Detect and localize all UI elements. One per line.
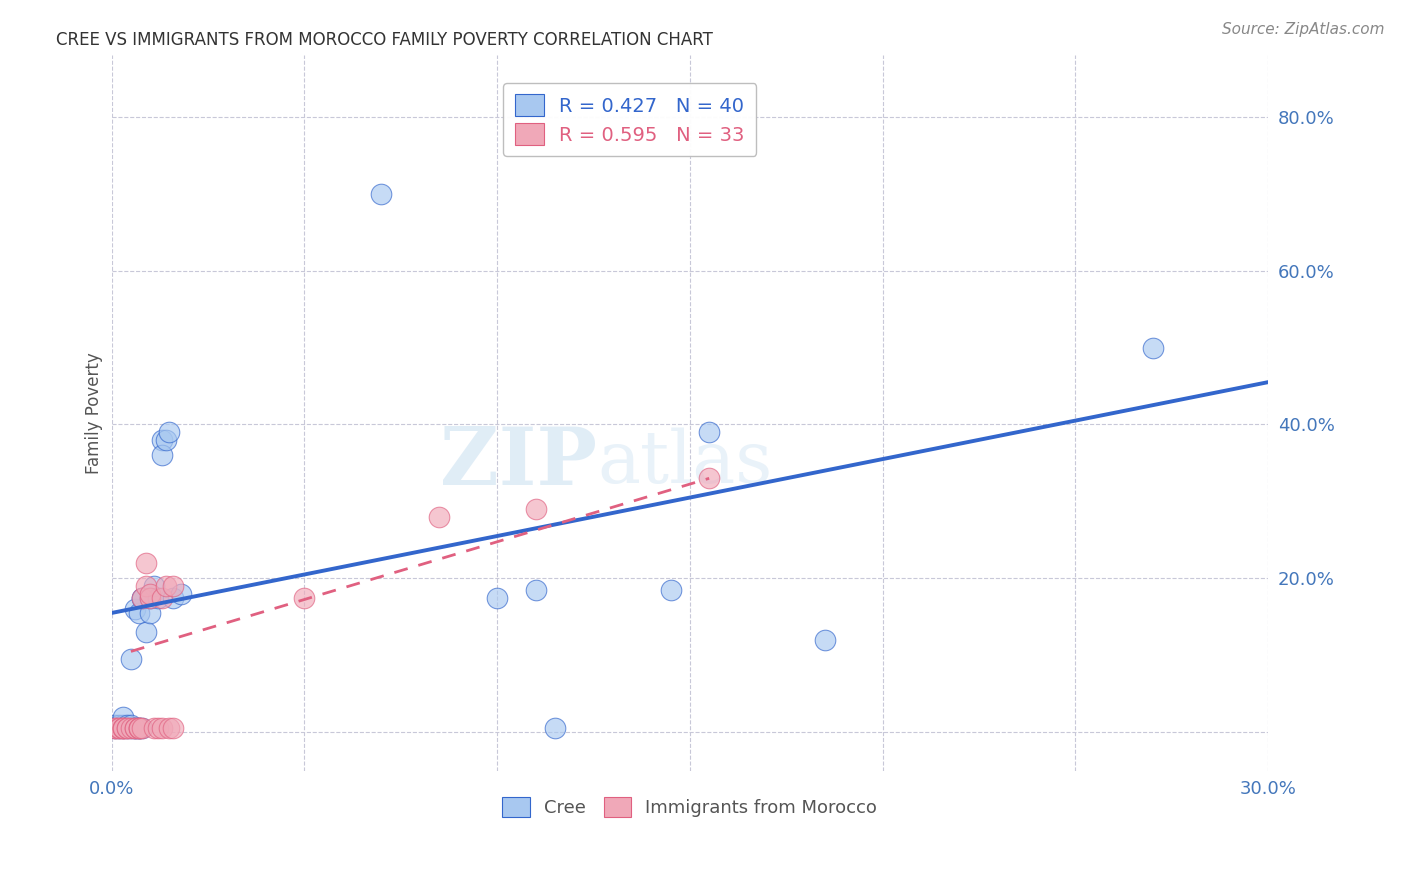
- Text: CREE VS IMMIGRANTS FROM MOROCCO FAMILY POVERTY CORRELATION CHART: CREE VS IMMIGRANTS FROM MOROCCO FAMILY P…: [56, 31, 713, 49]
- Point: [427, 509, 450, 524]
- Y-axis label: Family Poverty: Family Poverty: [86, 352, 103, 474]
- Point: [370, 186, 392, 201]
- Point: [128, 722, 150, 736]
- Point: [659, 582, 682, 597]
- Point: [162, 591, 184, 605]
- Point: [120, 652, 142, 666]
- Point: [112, 717, 135, 731]
- Point: [486, 591, 509, 605]
- Point: [124, 722, 146, 736]
- Point: [139, 591, 162, 605]
- Point: [159, 425, 181, 439]
- Point: [108, 722, 131, 736]
- Point: [104, 722, 127, 736]
- Text: ZIP: ZIP: [440, 424, 598, 502]
- Point: [162, 579, 184, 593]
- Point: [131, 591, 153, 605]
- Point: [155, 579, 177, 593]
- Point: [131, 591, 153, 605]
- Point: [292, 591, 315, 605]
- Point: [170, 587, 193, 601]
- Point: [112, 722, 135, 736]
- Point: [115, 717, 138, 731]
- Point: [524, 582, 547, 597]
- Point: [115, 722, 138, 736]
- Point: [146, 722, 169, 736]
- Point: [150, 433, 173, 447]
- Point: [143, 722, 166, 736]
- Point: [131, 591, 153, 605]
- Point: [139, 606, 162, 620]
- Point: [104, 722, 127, 736]
- Point: [128, 606, 150, 620]
- Legend: Cree, Immigrants from Morocco: Cree, Immigrants from Morocco: [494, 789, 886, 826]
- Point: [112, 710, 135, 724]
- Point: [131, 722, 153, 736]
- Point: [150, 591, 173, 605]
- Point: [139, 591, 162, 605]
- Point: [1142, 341, 1164, 355]
- Point: [128, 722, 150, 736]
- Point: [544, 722, 567, 736]
- Point: [131, 722, 153, 736]
- Point: [139, 587, 162, 601]
- Text: atlas: atlas: [598, 428, 773, 499]
- Point: [159, 722, 181, 736]
- Point: [104, 717, 127, 731]
- Point: [108, 717, 131, 731]
- Point: [135, 625, 157, 640]
- Point: [162, 722, 184, 736]
- Point: [128, 722, 150, 736]
- Point: [115, 722, 138, 736]
- Point: [120, 722, 142, 736]
- Point: [697, 425, 720, 439]
- Point: [143, 579, 166, 593]
- Text: Source: ZipAtlas.com: Source: ZipAtlas.com: [1222, 22, 1385, 37]
- Point: [104, 722, 127, 736]
- Point: [155, 433, 177, 447]
- Point: [135, 556, 157, 570]
- Point: [524, 502, 547, 516]
- Point: [124, 722, 146, 736]
- Point: [124, 722, 146, 736]
- Point: [120, 717, 142, 731]
- Point: [124, 722, 146, 736]
- Point: [108, 722, 131, 736]
- Point: [697, 471, 720, 485]
- Point: [135, 579, 157, 593]
- Point: [108, 722, 131, 736]
- Point: [112, 722, 135, 736]
- Point: [112, 722, 135, 736]
- Point: [128, 722, 150, 736]
- Point: [120, 722, 142, 736]
- Point: [146, 591, 169, 605]
- Point: [128, 722, 150, 736]
- Point: [112, 722, 135, 736]
- Point: [115, 722, 138, 736]
- Point: [124, 602, 146, 616]
- Point: [150, 722, 173, 736]
- Point: [150, 448, 173, 462]
- Point: [814, 632, 837, 647]
